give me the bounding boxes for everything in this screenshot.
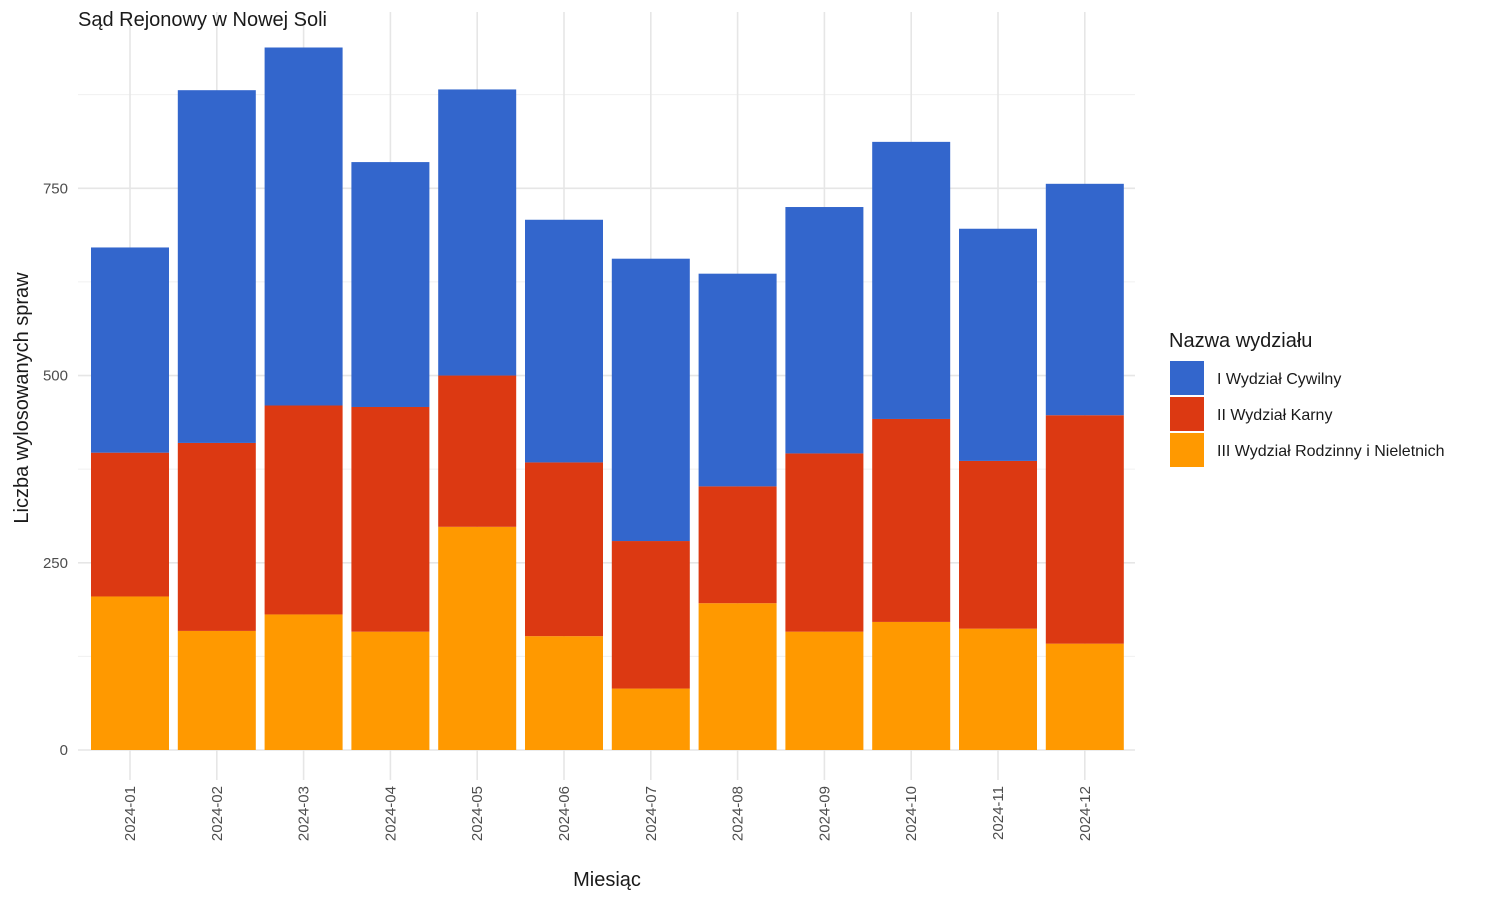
bar-segment (872, 141, 951, 419)
legend-swatch (1170, 397, 1204, 431)
bar-segment (264, 405, 343, 615)
bar-segment (785, 207, 864, 454)
x-tick-label: 2024-12 (1077, 786, 1094, 841)
y-tick-label: 250 (43, 555, 68, 572)
y-tick-label: 0 (60, 742, 68, 759)
bar-segment (785, 453, 864, 632)
legend-swatch (1170, 433, 1204, 467)
bar-segment (611, 258, 690, 542)
bar-segment (1045, 183, 1124, 416)
bar-segment (525, 219, 603, 463)
legend-label: II Wydział Karny (1217, 407, 1332, 424)
bar-segment (525, 462, 603, 637)
x-axis-title: Miesiąc (573, 869, 641, 891)
bars (91, 47, 1124, 750)
legend-label: III Wydział Rodzinny i Nieletnich (1217, 443, 1445, 460)
x-tick-label: 2024-01 (122, 786, 139, 841)
x-tick-label: 2024-07 (643, 786, 660, 841)
x-tick-label: 2024-02 (209, 786, 226, 841)
y-tick-label: 500 (43, 368, 68, 385)
x-tick-label: 2024-08 (730, 786, 747, 841)
bar-segment (611, 688, 690, 750)
bar-segment (872, 418, 951, 622)
bar-segment (177, 90, 256, 443)
bar-segment (438, 375, 517, 527)
x-axis-ticks: 2024-01 2024-02 2024-03 2024-04 2024-05 2024-… (122, 786, 1094, 841)
x-tick-label: 2024-10 (903, 786, 920, 841)
bar-segment (525, 636, 603, 750)
legend-swatch (1170, 361, 1204, 395)
bar-segment (351, 162, 430, 407)
bar-segment (351, 406, 430, 632)
bar-segment (611, 541, 690, 689)
legend-title: Nazwa wydziału (1169, 330, 1312, 352)
bar-segment (91, 247, 169, 453)
bar-segment (698, 273, 777, 487)
bar-segment (872, 621, 951, 750)
bar-segment (91, 452, 169, 597)
bar-segment (177, 630, 256, 750)
x-tick-label: 2024-05 (469, 786, 486, 841)
bar-segment (438, 526, 517, 750)
bar-segment (91, 596, 169, 750)
y-axis-title: Liczba wylosowanych spraw (11, 272, 33, 524)
x-tick-label: 2024-03 (296, 786, 313, 841)
x-tick-label: 2024-11 (990, 786, 1007, 840)
x-tick-label: 2024-04 (382, 786, 399, 841)
bar-segment (1045, 415, 1124, 644)
legend: Nazwa wydziału I Wydział Cywilny II Wydzi… (1169, 330, 1445, 467)
x-tick-label: 2024-06 (556, 786, 573, 841)
bar-segment (264, 614, 343, 750)
bar-segment (959, 460, 1037, 629)
x-tick-label: 2024-09 (816, 786, 833, 841)
bar-segment (698, 603, 777, 750)
bar-segment (698, 486, 777, 604)
bar-segment (785, 631, 864, 750)
y-axis-ticks: 0 250 500 750 (43, 180, 68, 759)
bar-segment (438, 89, 517, 376)
bar-segment (959, 628, 1037, 750)
bar-segment (351, 631, 430, 750)
bar-segment (177, 442, 256, 631)
legend-label: I Wydział Cywilny (1217, 371, 1341, 388)
bar-segment (959, 228, 1037, 461)
chart-title: Sąd Rejonowy w Nowej Soli (78, 9, 327, 31)
bar-segment (264, 47, 343, 406)
bar-segment (1045, 643, 1124, 750)
y-tick-label: 750 (43, 180, 68, 197)
